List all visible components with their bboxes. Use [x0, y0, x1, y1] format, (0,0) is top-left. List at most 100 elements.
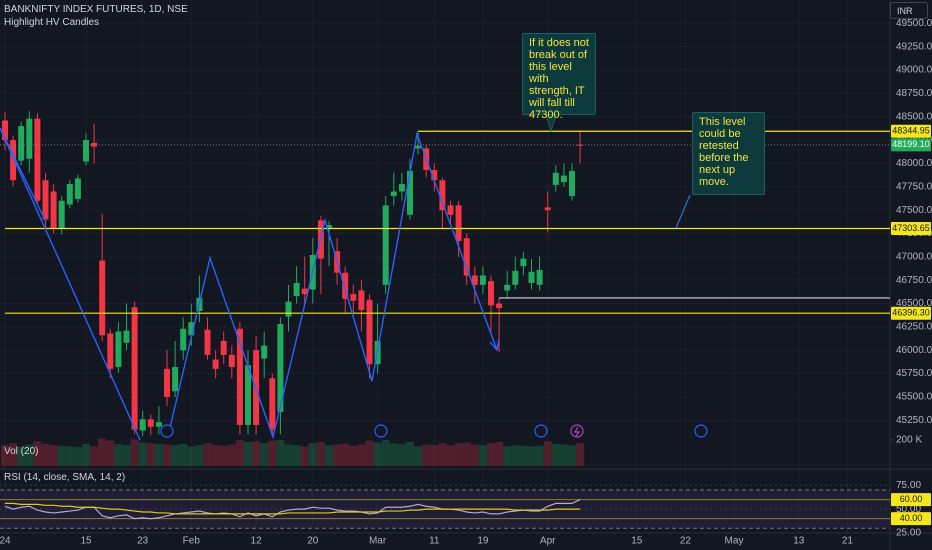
- candle-body: [520, 258, 527, 267]
- candle-body: [131, 307, 138, 430]
- candle-body: [504, 284, 511, 291]
- x-tick-label: 23: [137, 536, 149, 547]
- candle-body: [350, 294, 357, 301]
- y-tick-label: 49500.00: [896, 18, 932, 29]
- volume-bar: [430, 445, 439, 466]
- volume-bar: [438, 443, 447, 466]
- volume-bar: [462, 442, 471, 466]
- volume-bar: [568, 445, 576, 466]
- candle-body: [398, 183, 405, 192]
- event-icon[interactable]: [570, 424, 584, 438]
- volume-bar: [414, 446, 423, 466]
- x-tick-label: 13: [793, 536, 805, 547]
- volume-bar: [373, 442, 382, 466]
- y-tick-label: 47000.00: [896, 251, 932, 262]
- volume-bar: [154, 443, 163, 466]
- x-tick-label: 19: [477, 536, 489, 547]
- volume-bar: [57, 445, 66, 466]
- candle-body: [269, 378, 276, 430]
- volume-bar: [227, 444, 236, 466]
- rsi-title: RSI (14, close, SMA, 14, 2): [4, 472, 126, 483]
- y-tick-label: 49250.00: [896, 41, 932, 52]
- y-tick-label: 47750.00: [896, 181, 932, 192]
- candle-body: [74, 178, 81, 199]
- event-icon[interactable]: [374, 424, 388, 438]
- x-tick-label: 21: [842, 536, 854, 547]
- volume-bar: [33, 441, 42, 466]
- event-icon[interactable]: [694, 424, 708, 438]
- trend-line: [0, 127, 47, 223]
- candle-body: [447, 205, 454, 215]
- price-label-box: [891, 306, 931, 320]
- candle-body: [382, 205, 389, 285]
- y-tick-label: 46750.00: [896, 275, 932, 286]
- event-icon[interactable]: [534, 424, 548, 438]
- volume-bar: [211, 445, 220, 466]
- candle-body: [245, 365, 251, 425]
- volume-bar: [300, 446, 309, 466]
- x-tick-label: 15: [80, 536, 92, 547]
- volume-bar: [130, 439, 139, 466]
- y-tick-label: 200 K: [896, 435, 922, 446]
- volume-bar: [17, 446, 26, 466]
- y-tick-label: 49000.00: [896, 65, 932, 76]
- volume-bar: [268, 440, 277, 466]
- volume-bar: [9, 443, 18, 466]
- volume-bar: [576, 443, 585, 466]
- indicator-line: [4, 499, 581, 520]
- candle-body: [301, 288, 308, 295]
- currency-button[interactable]: INR: [890, 2, 928, 19]
- candle-body: [10, 140, 17, 181]
- candle-body: [34, 118, 41, 201]
- candle-body: [479, 275, 486, 285]
- volume-bar: [406, 441, 414, 466]
- y-tick-label: 46000.00: [896, 345, 932, 356]
- candle-body: [415, 145, 422, 149]
- candle-body: [390, 191, 397, 197]
- volume-bar: [446, 445, 455, 466]
- candle-body: [99, 260, 106, 336]
- x-tick-label: 11: [429, 536, 440, 547]
- y-tick-label: 25.00: [896, 528, 921, 539]
- candle-body: [220, 340, 227, 355]
- zigzag-line: [167, 131, 498, 440]
- volume-bar: [114, 443, 123, 466]
- candle-body: [342, 272, 349, 299]
- volume-bar: [487, 443, 495, 466]
- price-label: 40.00: [900, 513, 923, 523]
- volume-bar: [349, 445, 358, 466]
- volume-bar: [559, 444, 568, 466]
- volume-bar: [543, 441, 552, 466]
- x-tick-label: 20: [307, 536, 319, 547]
- volume-bar: [365, 440, 374, 466]
- x-tick-label: 12: [251, 536, 263, 547]
- x-tick-label: 24: [0, 536, 11, 547]
- candle-body: [366, 299, 373, 365]
- price-label: 47303.65: [892, 223, 930, 233]
- candle-body: [172, 367, 179, 392]
- volume-bar: [389, 443, 398, 466]
- volume-bar: [106, 440, 115, 466]
- candle-body: [66, 183, 73, 205]
- volume-bar: [519, 445, 528, 466]
- drawings: [0, 127, 691, 441]
- candle-body: [439, 180, 446, 211]
- y-tick-label: 48750.00: [896, 88, 932, 99]
- y-tick-label: 48000.00: [896, 158, 932, 169]
- marks-layer: 24 15 23 Feb 12 20 Mar 11 19 Apr 15 22 May 13 21 45250.…: [0, 18, 932, 547]
- candle-body: [552, 172, 559, 185]
- candle-body: [569, 170, 575, 197]
- candle-body: [277, 324, 284, 412]
- event-icons: [160, 424, 708, 438]
- volume-bar: [203, 443, 212, 466]
- candle-body: [204, 329, 211, 355]
- price-label: 60.00: [900, 494, 923, 504]
- candle-body: [50, 191, 57, 229]
- volume-bar: [284, 444, 293, 466]
- x-tick-label: Mar: [369, 536, 387, 547]
- candle-body: [236, 328, 243, 425]
- volume-bar: [146, 443, 155, 466]
- volume-bar: [25, 444, 34, 466]
- event-icon[interactable]: [160, 424, 174, 438]
